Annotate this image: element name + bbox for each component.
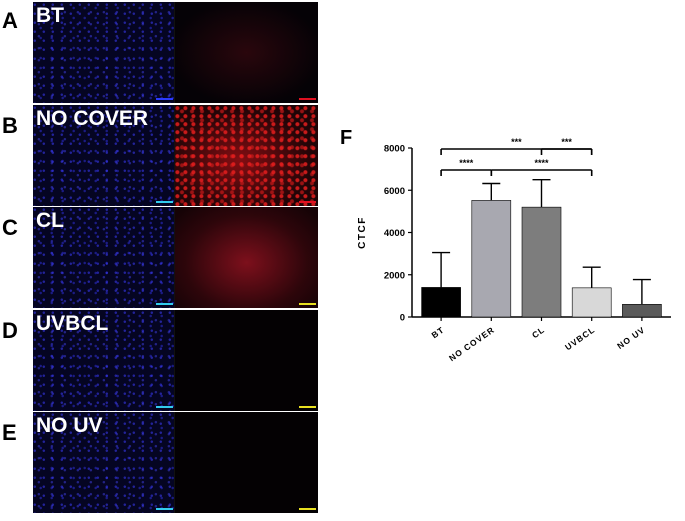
- panel-label: CL: [36, 209, 64, 232]
- panel-divider: [174, 310, 175, 411]
- fluorescence-image: [175, 207, 318, 308]
- scale-bar-left: [156, 98, 173, 100]
- panel-divider: [174, 105, 175, 206]
- panel-letter-c: C: [2, 215, 18, 240]
- y-tick-label: 4000: [384, 228, 405, 239]
- figure-letter-f: F: [340, 127, 352, 149]
- scale-bar-right: [299, 508, 316, 510]
- ctcf-bar-chart: F 0 2000 4000 6000 8000 CTCF BT NO COVER CL UVBCL N…: [340, 118, 680, 516]
- x-tick-label: CL: [530, 324, 547, 340]
- x-tick-label: NO UV: [615, 324, 647, 351]
- scale-bar-left: [156, 508, 173, 510]
- panel-label: NO COVER: [36, 107, 149, 130]
- bar-cl: [521, 206, 562, 318]
- scale-bar-left: [156, 406, 173, 408]
- scale-bar-left: [156, 201, 173, 203]
- panel-label: NO UV: [36, 414, 103, 437]
- panel-letter-b: B: [2, 113, 18, 138]
- panel-d: UVBCL: [33, 310, 318, 411]
- panel-divider: [174, 2, 175, 103]
- significance-label: ***: [561, 137, 572, 147]
- panel-divider: [174, 412, 175, 513]
- fluorescence-image: [175, 105, 318, 206]
- dapi-image: [33, 310, 174, 411]
- scale-bar-left: [156, 303, 173, 305]
- fluorescence-image: [175, 310, 318, 411]
- chart-svg: F 0 2000 4000 6000 8000 CTCF BT NO COVER CL UVBCL N…: [340, 127, 671, 363]
- bar-uvbcl: [571, 287, 612, 318]
- significance-label: ***: [511, 137, 522, 147]
- panel-letter-e: E: [2, 420, 17, 445]
- dapi-image: [33, 2, 174, 103]
- y-tick-label: 8000: [384, 144, 405, 155]
- panel-label: UVBCL: [36, 312, 109, 335]
- y-tick-label: 0: [400, 313, 405, 324]
- x-tick-label: UVBCL: [563, 324, 597, 352]
- panel-letter-d: D: [2, 318, 18, 343]
- scale-bar-right: [299, 406, 316, 408]
- bar-no-cover: [471, 200, 512, 318]
- panel-e: NO UV: [33, 412, 318, 513]
- x-tick-label: BT: [430, 324, 447, 340]
- panel-letter-a: A: [2, 8, 18, 33]
- panel-b: NO COVER: [33, 105, 318, 206]
- significance-label: ****: [459, 158, 474, 168]
- dapi-image: [33, 207, 174, 308]
- scale-bar-right: [299, 201, 316, 203]
- significance-label: ****: [534, 158, 549, 168]
- scale-bar-right: [299, 98, 316, 100]
- bar-bt: [421, 287, 461, 318]
- y-tick-label: 2000: [384, 270, 405, 281]
- fluorescence-image: [175, 2, 318, 103]
- fluorescence-image: [175, 412, 318, 513]
- dapi-image: [33, 412, 174, 513]
- panel-c: CL: [33, 207, 318, 308]
- scale-bar-right: [299, 303, 316, 305]
- y-axis-label: CTCF: [357, 216, 368, 249]
- bar-no-uv: [622, 304, 662, 318]
- panel-label: BT: [36, 4, 64, 27]
- x-tick-label: NO COVER: [447, 324, 496, 363]
- dapi-image: [33, 105, 174, 206]
- panel-divider: [174, 207, 175, 308]
- y-tick-label: 6000: [384, 186, 405, 197]
- panel-a: BT: [33, 2, 318, 103]
